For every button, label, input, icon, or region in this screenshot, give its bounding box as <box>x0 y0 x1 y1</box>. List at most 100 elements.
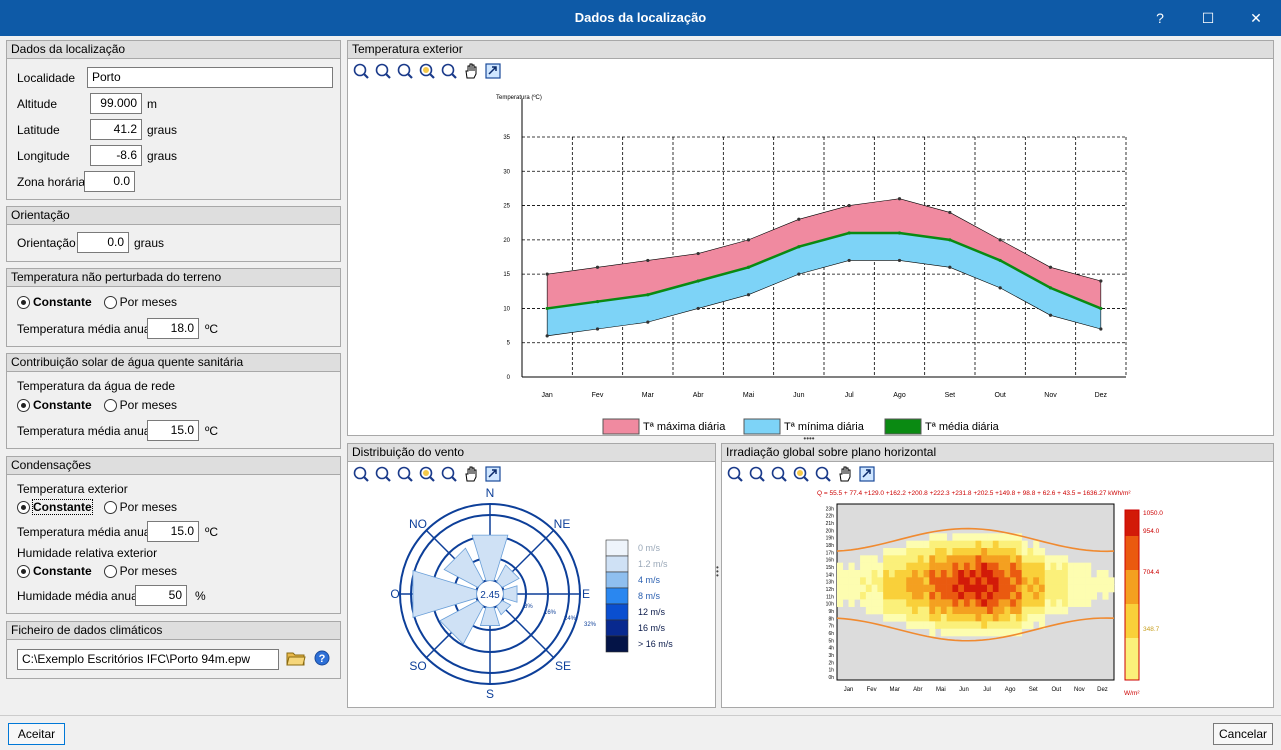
zoom-extents-icon[interactable] <box>374 465 392 483</box>
temperature-data-point <box>897 258 902 263</box>
condensation-hum-constant-label: Constante <box>33 564 92 578</box>
irradiation-cell <box>952 570 959 578</box>
zoom-window-icon[interactable] <box>814 465 832 483</box>
irradiation-cell <box>992 606 999 615</box>
zoom-refresh-icon[interactable] <box>792 465 810 483</box>
help-button[interactable]: ? <box>1156 10 1164 26</box>
cancel-button[interactable]: Cancelar <box>1213 723 1273 745</box>
irradiation-cell <box>975 621 982 629</box>
irradiation-cell <box>1108 584 1115 593</box>
wind-speed-swatch <box>605 587 629 605</box>
irradiation-cell <box>912 614 919 622</box>
temperature-y-tick-label: 15 <box>503 272 510 278</box>
irradiation-cell <box>888 570 896 578</box>
zoom-fit-icon[interactable] <box>770 465 788 483</box>
zoom-undo-icon[interactable] <box>726 465 744 483</box>
irradiation-cell <box>929 592 936 600</box>
timezone-input[interactable]: 0.0 <box>84 171 135 192</box>
zoom-fit-icon[interactable] <box>396 465 414 483</box>
help-icon[interactable]: ? <box>314 650 330 669</box>
irradiation-scale-band <box>1125 656 1139 659</box>
irradiation-cell <box>923 562 930 571</box>
ground-temp-months-radio[interactable] <box>103 295 117 309</box>
irradiation-cell <box>1021 555 1028 563</box>
zoom-extents-icon[interactable] <box>748 465 766 483</box>
irradiation-cell <box>1073 592 1080 600</box>
export-icon[interactable] <box>484 62 502 80</box>
irradiation-cell <box>871 584 878 593</box>
zoom-window-icon[interactable] <box>440 62 458 80</box>
maximize-button[interactable]: ☐ <box>1201 10 1215 26</box>
irradiation-y-tick-label: 22h <box>826 514 835 520</box>
condensation-hum-avg-input[interactable]: 50 <box>135 585 187 606</box>
splitter-handle-horizontal[interactable]: •••• <box>803 434 815 443</box>
irradiation-y-tick-label: 11h <box>826 594 834 600</box>
condensation-hum-constant-radio[interactable] <box>17 564 30 578</box>
condensation-temp-constant-radio[interactable] <box>17 500 30 514</box>
condensation-temp-avg-input[interactable]: 15.0 <box>147 521 199 542</box>
irradiation-cell <box>1056 606 1063 615</box>
solar-water-months-radio[interactable] <box>103 398 117 412</box>
condensation-temp-months-radio[interactable] <box>103 500 117 514</box>
irradiation-cell <box>992 592 999 600</box>
irradiation-cell <box>877 592 884 600</box>
irradiation-cell <box>1033 570 1040 578</box>
zoom-undo-icon[interactable] <box>352 62 370 80</box>
export-icon[interactable] <box>484 465 502 483</box>
irradiation-cell <box>906 606 913 615</box>
zoom-refresh-icon[interactable] <box>418 465 436 483</box>
zoom-extents-icon[interactable] <box>374 62 392 80</box>
pan-hand-icon[interactable] <box>462 465 480 483</box>
pan-hand-icon[interactable] <box>462 62 480 80</box>
irradiation-scale-band <box>1125 538 1139 541</box>
export-icon[interactable] <box>858 465 876 483</box>
close-button[interactable]: ✕ <box>1250 10 1262 26</box>
zoom-fit-icon[interactable] <box>396 62 414 80</box>
irradiation-cell <box>906 548 913 556</box>
solar-water-constant-radio[interactable] <box>17 398 30 412</box>
irradiation-cell <box>912 540 919 549</box>
latitude-input[interactable]: 41.2 <box>90 119 142 140</box>
localidade-label: Localidade <box>17 70 76 85</box>
wind-speed-swatch <box>605 539 629 557</box>
orientation-input[interactable]: 0.0 <box>77 232 129 253</box>
zoom-undo-icon[interactable] <box>352 465 370 483</box>
solar-water-avg-input[interactable]: 15.0 <box>147 420 199 441</box>
zoom-window-icon[interactable] <box>440 465 458 483</box>
irradiation-cell <box>975 592 982 600</box>
irradiation-cell <box>871 555 878 563</box>
irradiation-cell <box>963 570 971 578</box>
irradiation-cell <box>1085 599 1092 607</box>
condensation-hum-months-radio[interactable] <box>103 564 117 578</box>
orientation-panel-header: Orientação <box>7 207 340 225</box>
irradiation-scale-band <box>1125 586 1139 589</box>
temperature-data-point <box>897 197 902 201</box>
altitude-input[interactable]: 99.000 <box>90 93 142 114</box>
temperature-data-point <box>646 293 650 297</box>
irradiation-cell <box>1004 606 1011 615</box>
irradiation-cell <box>906 540 913 549</box>
accept-button[interactable]: Aceitar <box>8 723 65 745</box>
irradiation-y-tick-label: 17h <box>826 550 835 556</box>
irradiation-cell <box>912 606 919 615</box>
localidade-input[interactable]: Porto <box>87 67 333 88</box>
irradiation-cell <box>865 570 872 578</box>
zoom-refresh-icon[interactable] <box>418 62 436 80</box>
irradiation-cell <box>1050 606 1057 615</box>
irradiation-scale-band <box>1125 658 1139 661</box>
pan-hand-icon[interactable] <box>836 465 854 483</box>
longitude-input[interactable]: -8.6 <box>90 145 142 166</box>
splitter-handle-vertical[interactable]: • • • <box>716 563 719 580</box>
irradiation-cell <box>854 592 861 600</box>
climate-file-input[interactable]: C:\Exemplo Escritórios IFC\Porto 94m.epw <box>17 649 279 670</box>
ground-temp-avg-input[interactable]: 18.0 <box>147 318 199 339</box>
irradiation-cell <box>912 548 919 556</box>
irradiation-x-tick-label: Jun <box>959 687 969 693</box>
irradiation-cell <box>917 614 924 622</box>
irradiation-cell <box>946 614 953 622</box>
ground-temp-constant-radio[interactable] <box>17 295 30 309</box>
irradiation-cell <box>946 628 953 637</box>
folder-open-icon[interactable] <box>286 649 306 670</box>
irradiation-cell <box>1044 584 1051 593</box>
title-bar: Dados da localização ? ☐ ✕ <box>0 0 1281 36</box>
